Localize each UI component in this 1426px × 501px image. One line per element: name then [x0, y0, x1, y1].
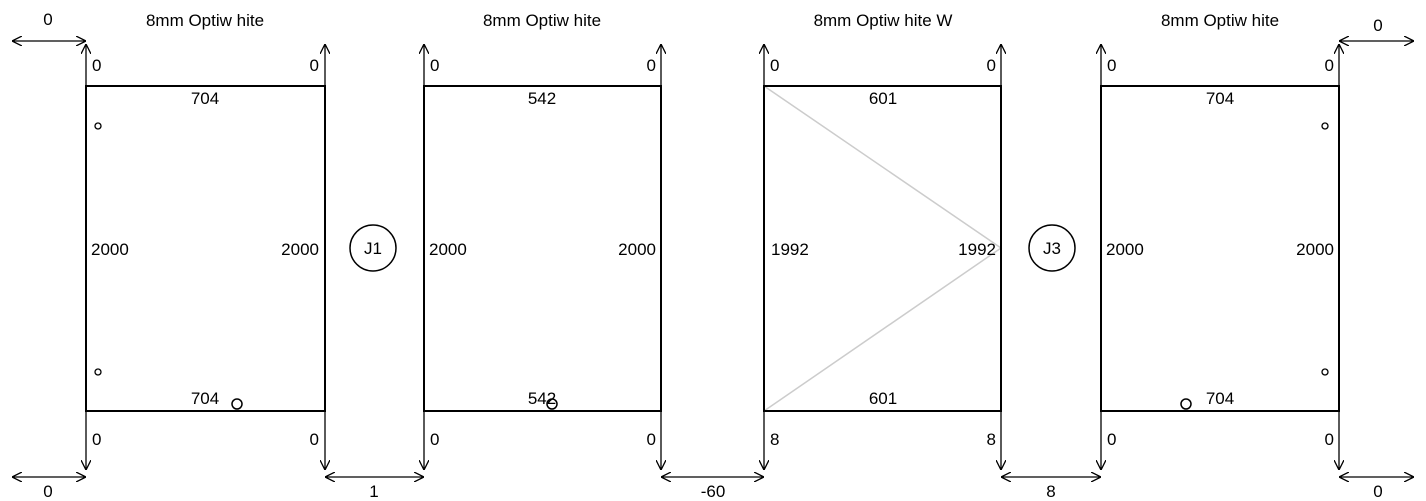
panel-3-right-height: 1992 [958, 240, 996, 259]
panel-4-top-width: 704 [1206, 89, 1234, 108]
gap-right-top: 0 [1339, 16, 1414, 41]
panel-2-corner-top-right: 0 [647, 56, 656, 75]
panel-2[interactable]: 8mm Optiw hite 542 542 2000 2000 0 0 0 0 [424, 11, 661, 470]
panel-3[interactable]: 8mm Optiw hite W 601 601 1992 1992 0 0 8… [764, 11, 1001, 470]
panel-4-hole-top [1321, 122, 1329, 130]
gap-left-bottom-label: 0 [43, 482, 52, 501]
panel-1-corner-bottom-left: 0 [92, 430, 101, 449]
gap-between-2-3: -60 [661, 477, 764, 501]
panel-4-title: 8mm Optiw hite [1161, 11, 1279, 30]
panel-4-corner-top-left: 0 [1107, 56, 1116, 75]
panel-1-bottom-width: 704 [191, 389, 219, 408]
panel-1-title: 8mm Optiw hite [146, 11, 264, 30]
panel-4-handle-circle [1180, 398, 1192, 410]
gap-left-bottom: 0 [12, 477, 86, 501]
joint-j3-label: J3 [1043, 239, 1061, 258]
panel-2-right-height: 2000 [618, 240, 656, 259]
panel-4-corner-top-right: 0 [1325, 56, 1334, 75]
joint-j3-circle [1028, 224, 1076, 272]
gap-between-1-2-label: 1 [369, 482, 378, 501]
panel-1-top-width: 704 [191, 89, 219, 108]
panel-3-corner-bottom-right: 8 [987, 430, 996, 449]
panel-1-handle-circle [231, 398, 243, 410]
panel-1-corner-bottom-right: 0 [310, 430, 319, 449]
gap-right-top-label: 0 [1373, 16, 1382, 35]
panel-2-left-height: 2000 [429, 240, 467, 259]
panel-4-corner-bottom-right: 0 [1325, 430, 1334, 449]
panel-1-corner-top-left: 0 [92, 56, 101, 75]
panel-4[interactable]: 8mm Optiw hite 704 704 2000 2000 0 0 0 0 [1101, 11, 1339, 470]
panel-4-right-height: 2000 [1296, 240, 1334, 259]
panel-4-outline [1100, 85, 1340, 412]
panel-2-handle-circle [546, 398, 558, 410]
joint-j1-label: J1 [364, 239, 382, 258]
panel-2-corner-top-left: 0 [430, 56, 439, 75]
joint-j1-circle [349, 224, 397, 272]
panel-1-outline [85, 85, 326, 412]
panel-1[interactable]: 8mm Optiw hite 704 704 2000 2000 0 0 0 0 [86, 11, 325, 470]
panel-2-top-width: 542 [528, 89, 556, 108]
gap-right-bottom: 0 [1339, 477, 1414, 501]
panel-2-title: 8mm Optiw hite [483, 11, 601, 30]
panel-3-corner-top-right: 0 [987, 56, 996, 75]
panel-4-hole-bottom [1321, 368, 1329, 376]
panel-2-corner-bottom-right: 0 [647, 430, 656, 449]
panel-2-bottom-width: 542 [528, 389, 556, 408]
gap-right-bottom-label: 0 [1373, 482, 1382, 501]
gap-between-2-3-label: -60 [701, 482, 726, 501]
gap-left-top: 0 [12, 10, 86, 41]
joint-j1[interactable]: J1 [349, 224, 397, 272]
gap-between-1-2: 1 [325, 477, 424, 501]
panel-1-left-height: 2000 [91, 240, 129, 259]
panel-1-corner-top-right: 0 [310, 56, 319, 75]
panel-3-bottom-width: 601 [869, 389, 897, 408]
panel-3-corner-bottom-left: 8 [770, 430, 779, 449]
panel-2-outline [423, 85, 662, 412]
panel-3-top-width: 601 [869, 89, 897, 108]
panel-3-outline [763, 85, 1002, 412]
panel-1-hole-top [94, 122, 102, 130]
panel-4-left-height: 2000 [1106, 240, 1144, 259]
panel-2-corner-bottom-left: 0 [430, 430, 439, 449]
panel-3-left-height: 1992 [771, 240, 809, 259]
panel-3-title: 8mm Optiw hite W [814, 11, 953, 30]
panel-1-right-height: 2000 [281, 240, 319, 259]
joint-j3[interactable]: J3 [1028, 224, 1076, 272]
panel-3-corner-top-left: 0 [770, 56, 779, 75]
panel-4-bottom-width: 704 [1206, 389, 1234, 408]
panel-1-hole-bottom [94, 368, 102, 376]
gap-between-3-4-label: 8 [1046, 482, 1055, 501]
gap-between-3-4: 8 [1001, 477, 1101, 501]
gap-left-top-label: 0 [43, 10, 52, 29]
panel-4-corner-bottom-left: 0 [1107, 430, 1116, 449]
